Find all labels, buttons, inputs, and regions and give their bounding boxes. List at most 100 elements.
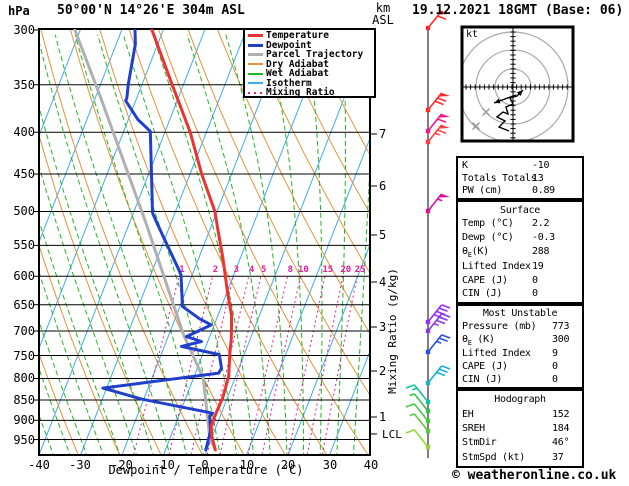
legend-label: Dewpoint: [266, 39, 312, 51]
parcel-curve: [73, 29, 217, 451]
mixing-ratio-line: [206, 276, 250, 455]
mixing-ratio-value-label: 3: [234, 265, 239, 275]
row-value: 9: [552, 348, 558, 360]
table-row: CIN (J) 0: [458, 288, 582, 299]
row-value: 0: [532, 288, 538, 300]
pressure-tick-label: 950: [13, 433, 35, 447]
legend-label: Parcel Trajectory: [266, 49, 364, 60]
mixing-ratio-value-label: 5: [261, 265, 266, 275]
mixing-ratio-line: [247, 276, 288, 455]
table-row: Dewp (°C) -0.3: [458, 232, 582, 243]
wind-barb: [425, 365, 451, 386]
copyright: © weatheronline.co.uk: [452, 468, 617, 483]
dry-adiabat-line: [305, 29, 370, 156]
row-label: CIN (J): [462, 374, 503, 386]
mixing-ratio-line: [168, 276, 214, 455]
hodograph-trace: [495, 89, 524, 132]
table-row: SREH 184: [458, 423, 582, 434]
row-label: Dewp (°C): [462, 231, 514, 243]
wet-adiabat-line: [336, 34, 346, 455]
pressure-tick-label: 500: [13, 204, 35, 218]
wind-station-dot: [425, 25, 431, 31]
dry-adiabat-line: [39, 352, 79, 455]
row-label: CAPE (J): [462, 361, 508, 373]
row-value: 37: [552, 451, 564, 463]
mixing-ratio-line: [190, 276, 234, 455]
legend-label: Dry Adiabat: [266, 58, 329, 70]
mixing-ratio-line: [133, 276, 180, 455]
table-row: Totals Totals 13: [458, 173, 582, 184]
wet-adiabat-line: [74, 34, 204, 455]
wind-barb: [425, 113, 451, 134]
km-tick-label: 7: [379, 127, 387, 141]
dewpoint-line-swatch: [248, 43, 263, 47]
legend-item-dry-adiabat: Dry Adiabat: [248, 58, 374, 70]
pressure-tick-label: 650: [13, 298, 35, 312]
legend-label: Temperature: [266, 30, 329, 41]
wind-station-dot: [425, 428, 431, 434]
wind-barb: [405, 384, 431, 405]
row-label: StmDir: [462, 437, 497, 449]
temp-tick-label: 0: [201, 458, 209, 472]
table-row: CAPE (J) 0: [458, 361, 582, 372]
hodograph: [460, 25, 575, 143]
wet-adiabat-line: [39, 164, 138, 455]
row-value: 0: [532, 274, 538, 286]
row-value: 0.89: [532, 185, 555, 197]
legend-item-dewpoint: Dewpoint: [248, 39, 374, 51]
mixing-ratio-line: [219, 276, 262, 455]
pressure-unit-label: hPa: [8, 4, 30, 18]
wind-station-dot: [425, 139, 431, 145]
row-value: 0: [552, 361, 558, 373]
mixing-ratio-value-label: 2: [213, 265, 218, 275]
wind-barb: [409, 413, 431, 434]
temp-tick-label: -30: [69, 458, 91, 472]
wind-barb: [425, 92, 451, 113]
wet-adiabat-line: [352, 152, 370, 455]
row-value: 184: [552, 422, 570, 434]
km-tick-label: 2: [379, 364, 387, 378]
wind-station-dot: [425, 107, 431, 113]
row-label: Totals Totals: [462, 172, 537, 184]
wet-adiabat-line: [186, 34, 271, 455]
wet-adiabat-swatch: [248, 72, 263, 75]
mixing-ratio-line: [321, 276, 358, 455]
legend-label: Mixing Ratio: [266, 87, 335, 98]
dry-adiabat-line: [276, 29, 370, 215]
temp-tick-label: 20: [280, 458, 296, 472]
isotherm-line: [204, 30, 370, 455]
row-value: -0.3: [532, 231, 555, 243]
stats-box-title: Hodograph: [494, 394, 546, 406]
km-tick-label: 1: [379, 410, 387, 424]
wind-station-dot: [425, 328, 431, 334]
hodograph-unit-label: kt: [466, 29, 479, 40]
stats-box-indices: K -10 Totals Totals 13 PW (cm) 0.89: [456, 156, 584, 200]
wet-adiabat-line: [39, 39, 171, 455]
row-value: 19: [532, 261, 544, 273]
legend-item-isotherm: Isotherm: [248, 78, 374, 89]
wind-barb: [425, 10, 451, 31]
stats-box-hodograph: Hodograph EH 152 SREH 184 StmDir 46° StmSpd (kt…: [456, 389, 584, 468]
row-value: 300: [552, 333, 570, 345]
dry-adiabat-line: [246, 29, 370, 274]
mixing-ratio-line: [306, 276, 344, 455]
stats-box-title: Most Unstable: [482, 307, 558, 319]
legend-item-wet-adiabat: Wet Adiabat: [248, 69, 374, 79]
pressure-tick-label: 700: [13, 324, 35, 338]
row-value: 288: [532, 245, 550, 257]
isotherm-line: [39, 29, 165, 350]
temp-tick-label: 40: [363, 458, 379, 472]
isotherm-swatch: [248, 82, 263, 85]
wind-station-dot: [425, 444, 431, 450]
row-label: Temp (°C): [462, 218, 514, 230]
wet-adiabat-line: [54, 34, 188, 455]
wind-station-dot: [425, 349, 431, 355]
isotherm-line: [39, 29, 206, 455]
pressure-tick-label: 550: [13, 238, 35, 252]
pressure-tick-label: 450: [13, 167, 35, 181]
temperature-line-swatch: [248, 34, 263, 38]
temp-tick-label: -40: [28, 458, 50, 472]
wind-station-dot: [425, 399, 431, 405]
